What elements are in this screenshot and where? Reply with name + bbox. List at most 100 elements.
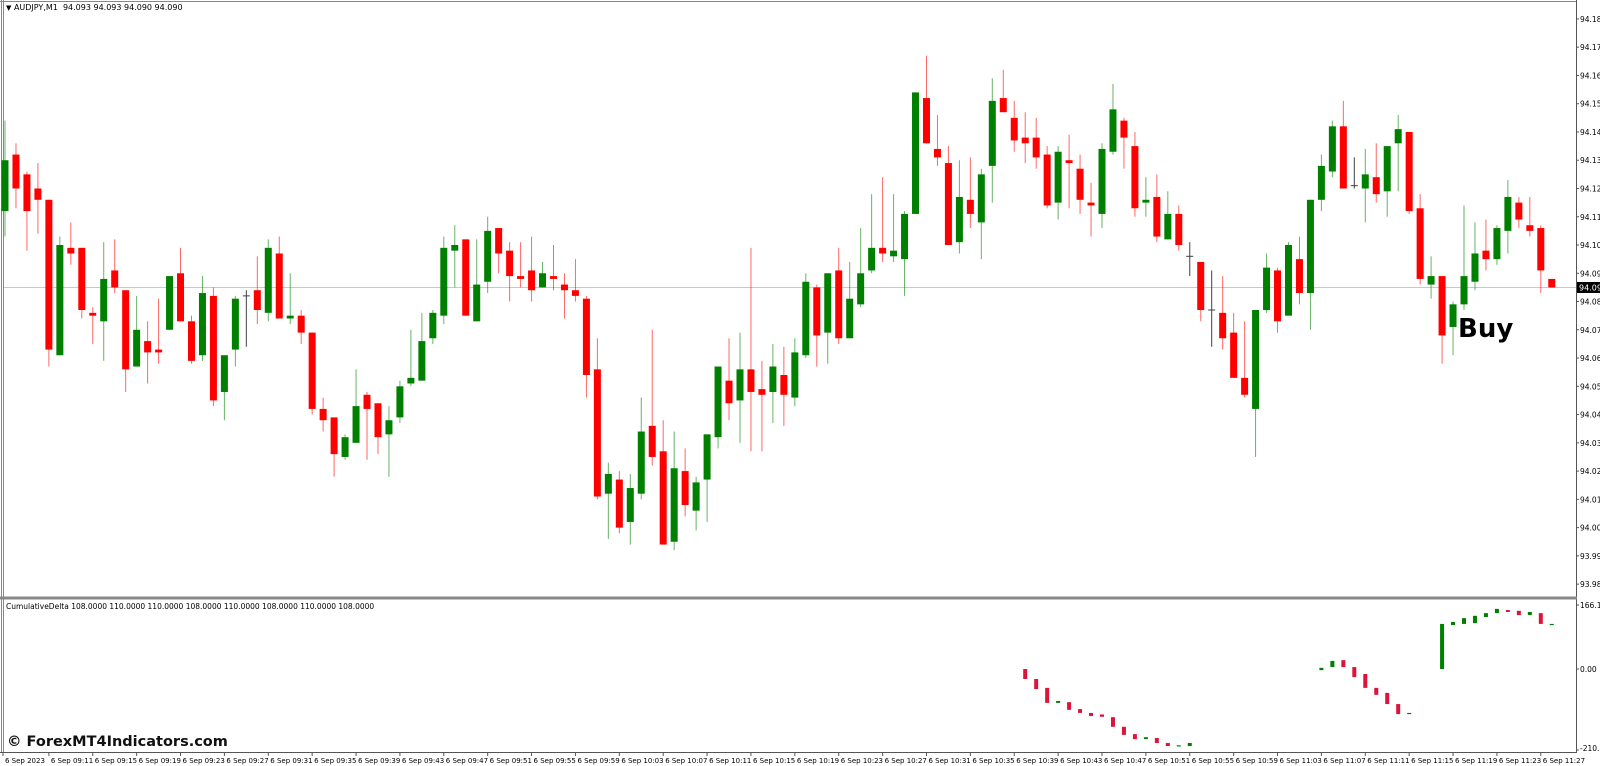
time-tick-label: 6 Sep 09:35 [314,757,356,765]
candle [187,315,195,364]
price-tick-label: 94.135 [1580,156,1600,165]
candle-body [901,213,909,260]
candle [12,143,20,209]
delta-bar [1505,610,1510,612]
candle [670,431,678,551]
candle [100,242,108,361]
time-tick-label: 6 Sep 09:27 [226,757,268,765]
candle-body [1405,131,1413,212]
candle [198,276,206,361]
price-tick-label: 94.155 [1580,100,1600,109]
candle [297,310,305,344]
candle-body [933,148,941,158]
candle-body [681,471,689,506]
candle [1065,134,1073,209]
delta-bar [1451,621,1456,626]
delta-bar [1132,734,1137,740]
time-tick-label: 6 Sep 10:15 [753,757,795,765]
delta-bar [1023,669,1028,680]
candle-body [1482,250,1490,260]
candle [659,420,667,545]
candle [1131,131,1139,217]
candle-body [648,425,656,457]
candle-body [56,245,64,356]
candle [1284,242,1292,316]
candle-body [1416,208,1424,279]
candle-body [1142,199,1150,203]
watermark: © ForexMT4Indicators.com [7,734,228,750]
price-tick-label: 94.115 [1580,213,1600,222]
candle [747,247,755,452]
candle [1054,146,1062,220]
price-tick-label: 94.125 [1580,184,1600,193]
candle [1394,115,1402,192]
candle-body [473,284,481,322]
candle [1471,222,1479,291]
candle [1317,154,1325,212]
candle-body [1219,312,1227,339]
candle [1109,83,1117,155]
price-tick-label: 94.065 [1580,354,1600,363]
candle [78,247,86,319]
candle [89,307,97,344]
time-tick-label: 6 Sep 09:39 [358,757,400,765]
candle-body [1153,196,1161,237]
delta-tick-label: 166.1 [1580,601,1600,610]
candle [1164,191,1172,240]
candle [155,298,163,364]
time-tick-label: 6 Sep 10:11 [709,757,751,765]
price-tick-label: 94.075 [1580,326,1600,335]
candle-body [166,276,174,330]
candle-body [1197,261,1205,311]
candle-body [791,352,799,398]
candle [1010,100,1018,152]
triangle-down-icon[interactable]: ▼ [6,4,12,12]
candle-body [922,98,930,144]
candle-body [1504,196,1512,231]
delta-bar [1352,667,1357,678]
candle-body [988,100,996,166]
candle-body [571,290,579,296]
candle [703,434,711,522]
price-tick-label: 94.095 [1580,269,1600,278]
candle-body [297,315,305,333]
time-tick-label: 6 Sep 10:47 [1104,757,1146,765]
price-tick-label: 94.145 [1580,128,1600,137]
delta-bar [1176,745,1181,747]
candle [571,259,579,302]
candle-body [187,321,195,361]
candle [824,273,832,364]
candle [429,310,437,344]
candle-body [714,366,722,438]
candle [1504,180,1512,254]
candle [177,247,185,322]
candle-body [374,403,382,438]
candle-body [440,247,448,316]
candle-body [451,245,459,251]
delta-bar [1516,610,1521,616]
candle [209,287,217,407]
price-tick-label: 93.985 [1580,580,1600,589]
price-axis: 94.185 94.175 94.165 94.155 94.145 94.135 94.1… [1576,15,1600,589]
candle [1142,177,1150,217]
time-tick-label: 6 Sep 10:35 [972,757,1014,765]
candle [999,69,1007,113]
delta-bar [1067,702,1072,710]
candle-body [813,287,821,336]
candle-body [1164,213,1172,240]
candle [363,391,371,460]
candle-body [626,488,634,522]
delta-bar [1363,674,1368,688]
candle [780,346,788,426]
candle-body [1548,278,1556,288]
candle [1416,194,1424,285]
current-price-box: 94.090 [1577,282,1600,293]
candle [166,276,174,330]
candle [308,332,316,415]
candle-body [659,451,667,545]
delta-bar [1187,742,1192,747]
candle-body [1449,304,1457,327]
cumulative-delta-series [1023,608,1554,747]
candle-body [1120,120,1128,138]
